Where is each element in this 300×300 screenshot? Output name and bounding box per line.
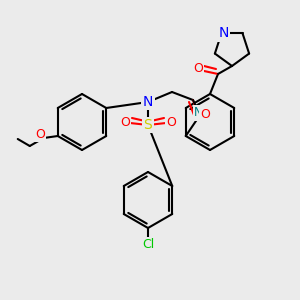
Text: S: S — [144, 118, 152, 132]
Text: N: N — [218, 26, 229, 40]
Text: O: O — [200, 107, 210, 121]
Text: O: O — [120, 116, 130, 130]
Text: O: O — [35, 128, 45, 140]
Text: NH: NH — [194, 106, 212, 119]
Text: Cl: Cl — [142, 238, 154, 251]
Text: O: O — [193, 61, 203, 74]
Text: O: O — [166, 116, 176, 130]
Text: N: N — [143, 95, 153, 109]
